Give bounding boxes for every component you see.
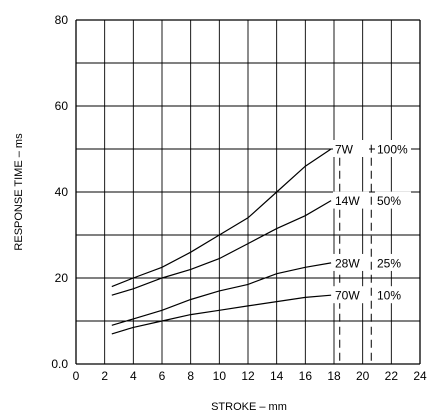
x-tick-label: 18 (327, 369, 341, 383)
series-label-power: 70W (335, 289, 360, 303)
series-line-28w (111, 262, 332, 326)
series-line-7w (111, 148, 332, 288)
x-tick-label: 2 (101, 369, 108, 383)
x-axis-title: STROKE – mm (211, 401, 287, 413)
series-labels: 7W 100% 14W 50% 28W 25% 70W 10% (333, 140, 411, 304)
series-label-duty: 100% (377, 143, 408, 157)
series-line-14w (111, 200, 332, 296)
series-line-70w (111, 294, 332, 335)
x-tick-label: 20 (356, 369, 370, 383)
series-label-bg (375, 191, 411, 209)
series-label-power: 7W (335, 143, 354, 157)
x-tick-label: 4 (130, 369, 137, 383)
x-tick-label: 6 (159, 369, 166, 383)
y-tick-label: 0.0 (51, 357, 68, 371)
series-label-power: 14W (335, 194, 360, 208)
series-label-power: 28W (335, 256, 360, 270)
chart-grid (75, 19, 421, 365)
series-label-bg (333, 140, 369, 157)
series-label-bg (333, 253, 369, 271)
series-label-duty: 25% (377, 256, 401, 270)
series-label-bg (375, 140, 411, 157)
series-label-bg (333, 191, 369, 209)
x-tick-label: 12 (241, 369, 255, 383)
series-label-bg (375, 286, 411, 304)
y-axis-title: RESPONSE TIME – ms (13, 133, 25, 251)
y-tick-label: 40 (55, 185, 69, 199)
x-tick-label: 22 (385, 369, 399, 383)
chart-series (111, 148, 332, 335)
x-tick-label: 0 (73, 369, 80, 383)
x-tick-label: 16 (299, 369, 313, 383)
series-label-duty: 50% (377, 194, 401, 208)
series-label-bg (333, 286, 369, 304)
x-tick-label: 24 (413, 369, 427, 383)
y-tick-label: 20 (55, 271, 69, 285)
x-tick-label: 8 (187, 369, 194, 383)
x-tick-label: 14 (270, 369, 284, 383)
y-tick-label: 80 (55, 13, 69, 27)
y-tick-label: 60 (55, 99, 69, 113)
series-label-duty: 10% (377, 289, 401, 303)
x-tick-label: 10 (213, 369, 227, 383)
series-label-bg (375, 253, 411, 271)
